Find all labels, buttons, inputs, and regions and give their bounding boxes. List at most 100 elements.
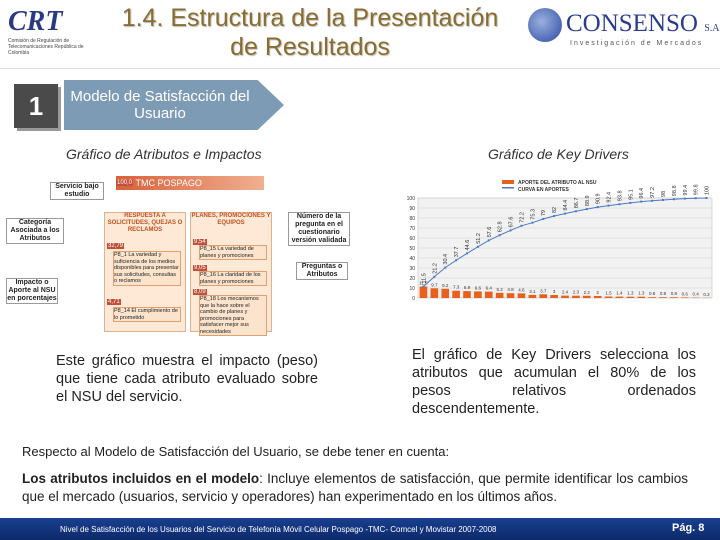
y-tick-label: 10 [409, 286, 415, 292]
right-text: El gráfico de Key Drivers selecciona los… [412, 347, 696, 417]
cumulative-label: 62.8 [498, 221, 504, 232]
section-number: 1 [14, 84, 58, 128]
bar [604, 296, 613, 298]
bar-label: 2.4 [562, 290, 569, 295]
bar-label: 1.4 [616, 291, 623, 296]
attribute: P8_18 Los mecanismos que la hace sobre e… [199, 295, 267, 336]
category-pct: 8,09 [193, 289, 207, 295]
y-tick-label: 0 [412, 296, 415, 302]
term: Los atributos incluidos en el modelo [22, 471, 260, 486]
bar-label: 3.7 [540, 288, 547, 293]
crt-caption: Comisión de Regulación de Telecomunicaci… [8, 38, 84, 56]
bar-label: 3 [553, 289, 556, 294]
bar [680, 297, 689, 298]
diagram: Servicio bajo estudio Categoría Asociada… [6, 176, 350, 336]
cumulative-point [542, 218, 545, 220]
bar [506, 293, 515, 298]
cumulative-point [433, 275, 436, 278]
category-pct: 9,54 [193, 239, 207, 245]
service-pct: 100,0 [116, 180, 134, 186]
cumulative-point [705, 197, 708, 199]
y-tick-label: 40 [409, 256, 415, 262]
cumulative-label: 30.4 [443, 254, 449, 265]
left-subtitle: Gráfico de Atributos e Impactos [66, 146, 262, 162]
y-tick-label: 60 [409, 236, 415, 242]
category-pct: 4,71 [107, 299, 121, 305]
body-text: Los atributos incluidos en el modelo: In… [22, 470, 688, 506]
cumulative-point [422, 285, 425, 288]
category-panel: PLANES, PROMOCIONES Y EQUIPOS 9,54 P8_15… [190, 212, 272, 336]
y-tick-label: 20 [409, 276, 415, 282]
bar [517, 293, 526, 298]
attribute: P8_15 La variedad de planes y promocione… [199, 245, 267, 260]
service-bar: 100,0 TMC POSPAGO [116, 176, 264, 190]
cumulative-point [509, 229, 512, 232]
crt-logo: CRT Comisión de Regulación de Telecomuni… [8, 6, 98, 66]
bar-label: 9.7 [431, 282, 438, 287]
legend-box: Categoría Asociada a los Atributos [6, 218, 64, 244]
bar-label: 7.3 [453, 285, 460, 290]
key-drivers-chart: 0 10 20 30 40 50 60 70 80 90 100 11.5 9.7 9.2 7.3 6.9 6.… [407, 180, 713, 302]
bar-label: 1.3 [627, 291, 634, 296]
bar [637, 296, 646, 298]
category-pct: 9,05 [193, 265, 207, 271]
cumulative-label: 99.8 [694, 184, 700, 195]
section-banner: Modelo de Satisfacción del Usuario [64, 80, 284, 130]
consenso-logo: CONSENSO S.A [566, 10, 720, 38]
bar [582, 295, 591, 298]
cumulative-point [651, 199, 654, 202]
cumulative-label: 100 [705, 186, 711, 195]
cumulative-label: 72.2 [519, 212, 525, 223]
bar-label: 4.6 [518, 287, 525, 292]
crt-mark: CRT [8, 6, 63, 37]
cumulative-point [574, 210, 577, 213]
cumulative-label: 99.4 [683, 185, 689, 196]
cumulative-label: 96.4 [639, 188, 645, 199]
left-text: Este gráfico muestra el impacto (peso) q… [56, 353, 318, 405]
cumulative-label: 86.7 [574, 198, 580, 209]
cumulative-label: 98.8 [672, 185, 678, 196]
cumulative-point [564, 212, 566, 215]
intro: Respecto al Modelo de Satisfacción del U… [22, 444, 450, 459]
bar-label: 6.4 [486, 286, 493, 291]
title: 1.4. Estructura de la Presentación de Re… [121, 4, 499, 61]
page-number: Pág. 8 [672, 522, 705, 534]
cumulative-label: 67.6 [509, 217, 515, 228]
bar-label: 3.1 [529, 289, 536, 294]
category: PLANES, PROMOCIONES Y EQUIPOS [191, 213, 271, 226]
bar [495, 292, 504, 298]
legend-box: Servicio bajo estudio [50, 182, 104, 200]
cumulative-point [487, 239, 490, 242]
cumulative-point [455, 259, 458, 262]
bar [550, 295, 558, 298]
bar-label: 0.2 [703, 292, 710, 297]
cumulative-point [553, 215, 556, 217]
cumulative-label: 88.9 [585, 195, 591, 206]
legend-swatch [502, 187, 514, 189]
footer: Nivel de Satisfacción de los Usuarios de… [0, 518, 720, 540]
bar-label: 2 [596, 290, 599, 295]
rule [0, 68, 720, 69]
cumulative-label: 95.1 [628, 189, 634, 200]
bar [528, 294, 537, 298]
cumulative-label: 75.3 [530, 209, 536, 220]
legend-box: Preguntas o Atributos [296, 262, 348, 280]
cumulative-label: 97.2 [650, 187, 656, 198]
bar-label: 1.5 [605, 291, 612, 296]
category: RESPUESTA A SOLICITUDES, QUEJAS O RECLAM… [107, 213, 183, 233]
bar [572, 295, 580, 298]
bar-label: 2.3 [573, 290, 580, 295]
category-panel: RESPUESTA A SOLICITUDES, QUEJAS O RECLAM… [104, 212, 186, 332]
cumulative-point [444, 266, 447, 269]
category-pct: 32,79 [107, 243, 125, 249]
bar-label: 4.8 [507, 287, 514, 292]
cumulative-point [476, 245, 479, 248]
attribute: P8_1 La variedad y suficiencia de los me… [113, 251, 181, 286]
consenso-globe [528, 8, 562, 42]
cumulative-label: 57.6 [487, 227, 493, 238]
attribute: P8_14 El cumplimiento de lo prometido [113, 307, 181, 322]
legend-label: APORTE DEL ATRIBUTO AL NSU [518, 180, 597, 186]
cumulative-point [683, 197, 686, 200]
y-tick-label: 80 [409, 216, 415, 222]
